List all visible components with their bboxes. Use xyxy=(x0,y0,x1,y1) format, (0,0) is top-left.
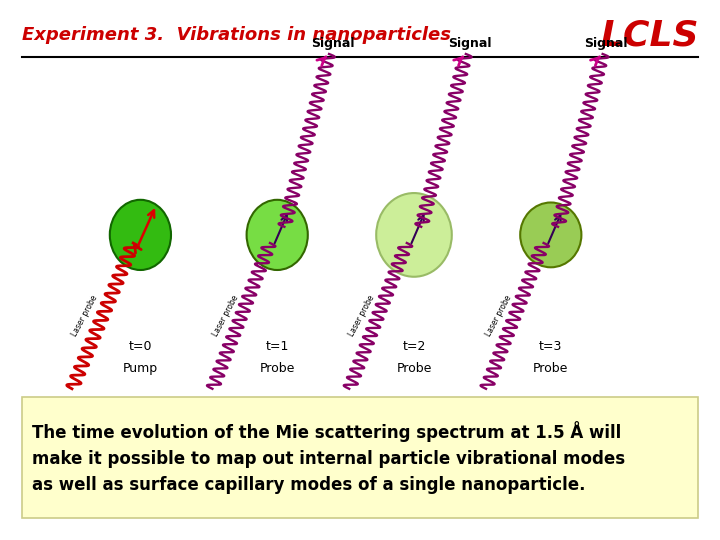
Ellipse shape xyxy=(246,200,308,270)
Text: Laser probe: Laser probe xyxy=(211,294,240,338)
Text: Laser probe: Laser probe xyxy=(70,294,99,338)
Ellipse shape xyxy=(376,193,452,277)
Text: The time evolution of the Mie scattering spectrum at 1.5 Å will
make it possible: The time evolution of the Mie scattering… xyxy=(32,421,626,494)
Text: Signal: Signal xyxy=(585,37,628,50)
Text: Probe: Probe xyxy=(259,362,295,375)
Text: Laser probe: Laser probe xyxy=(348,294,377,338)
Text: Probe: Probe xyxy=(533,362,569,375)
Text: Pump: Pump xyxy=(123,362,158,375)
Ellipse shape xyxy=(110,200,171,270)
Text: Signal: Signal xyxy=(448,37,491,50)
Ellipse shape xyxy=(520,202,582,267)
Text: t=3: t=3 xyxy=(539,340,562,353)
Text: Experiment 3.  Vibrations in nanoparticles: Experiment 3. Vibrations in nanoparticle… xyxy=(22,26,451,44)
FancyBboxPatch shape xyxy=(22,397,698,518)
Text: t=0: t=0 xyxy=(129,340,152,353)
Text: Laser probe: Laser probe xyxy=(485,294,513,338)
Text: t=2: t=2 xyxy=(402,340,426,353)
Text: Signal: Signal xyxy=(311,37,354,50)
Text: Probe: Probe xyxy=(396,362,432,375)
Text: LCLS: LCLS xyxy=(600,18,698,52)
Text: t=1: t=1 xyxy=(266,340,289,353)
